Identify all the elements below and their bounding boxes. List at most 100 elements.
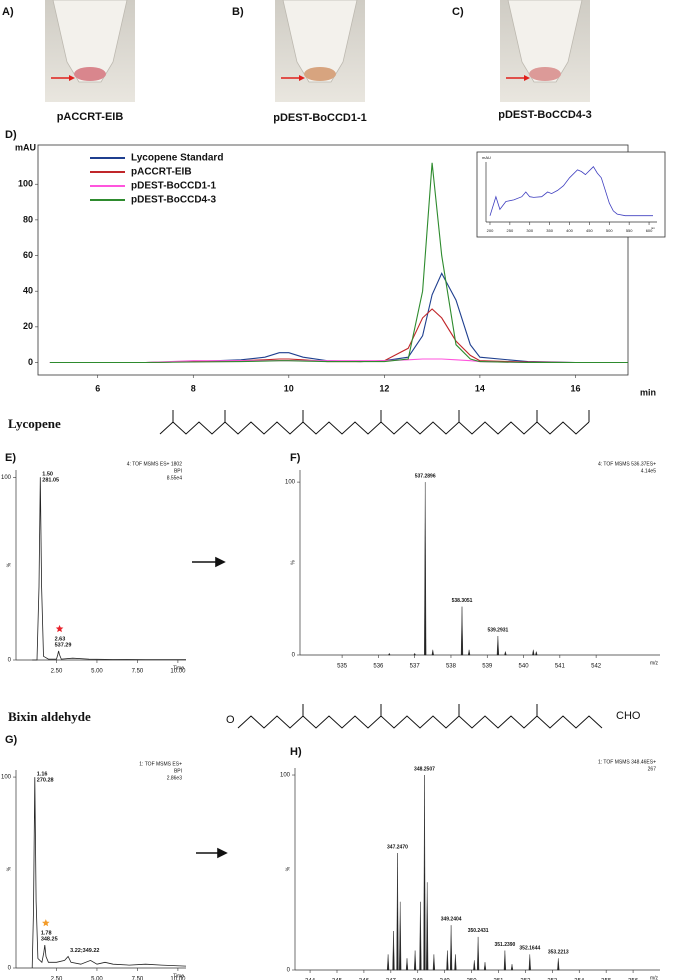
series-line: [489, 166, 653, 217]
peak-label: 1.50: [42, 471, 53, 477]
series-line: [31, 777, 187, 969]
functional-group: O: [226, 714, 235, 726]
y-axis-label: %: [285, 866, 291, 871]
series-line: [32, 477, 186, 661]
peak-label: 537.29: [55, 642, 72, 648]
peak-label: 350.2431: [468, 928, 489, 934]
molecule-name: Lycopene: [8, 416, 61, 431]
legend-label: Lycopene Standard: [131, 153, 223, 164]
peak: [483, 962, 487, 971]
peak: [503, 950, 507, 971]
x-axis-label: nm: [651, 226, 656, 230]
x-tick-label: 350: [546, 228, 553, 233]
x-tick-label: 539: [482, 664, 493, 670]
y-axis-label: %: [6, 866, 12, 871]
tube: [282, 0, 358, 83]
x-tick-label: 2.50: [51, 977, 63, 980]
pointer-head: [524, 75, 530, 81]
peak: [413, 950, 417, 971]
bond-chain: [159, 421, 590, 435]
x-tick-label: 200: [487, 228, 494, 233]
y-tick-label: 20: [23, 321, 33, 331]
x-tick-label: 345: [332, 979, 343, 980]
acquisition-header: 4: TOF MSMS 536.37ES+: [598, 461, 656, 467]
peak: [423, 774, 426, 971]
x-axis-label: m/z: [650, 660, 659, 666]
y-tick-label: 0: [287, 968, 291, 974]
acquisition-header: 4.14e5: [641, 468, 657, 474]
x-tick-label: 12: [379, 383, 389, 393]
peak: [449, 925, 453, 971]
x-tick-label: 344: [305, 979, 316, 980]
x-tick-label: 541: [555, 664, 566, 670]
y-tick-label: 40: [23, 286, 33, 296]
peak: [446, 950, 449, 971]
x-tick-label: 537: [410, 664, 421, 670]
x-tick-label: 351: [493, 979, 504, 980]
x-tick-label: 300: [526, 228, 533, 233]
peak: [504, 651, 507, 656]
peak: [460, 606, 464, 656]
tube: [52, 0, 128, 83]
x-axis-label: m/z: [650, 975, 659, 980]
photo-caption: pDEST-BoCCD4-3: [498, 109, 592, 121]
peak-star: [55, 624, 64, 633]
y-axis-label: mAU: [15, 142, 36, 152]
y-tick-label: 80: [23, 214, 33, 224]
x-tick-label: 350: [467, 979, 478, 980]
x-axis-label: min: [640, 387, 656, 397]
legend-label: pDEST-BoCCD1-1: [131, 181, 216, 192]
panel-label: A): [2, 6, 14, 18]
x-tick-label: 348: [413, 979, 424, 980]
peak-star: [42, 919, 50, 927]
panel-label: F): [290, 452, 301, 464]
x-tick-label: 600: [646, 228, 653, 233]
peak: [454, 954, 457, 971]
y-tick-label: 100: [1, 475, 12, 481]
panel-label: E): [5, 452, 16, 464]
x-tick-label: 542: [591, 664, 602, 670]
peak-label: 1.16: [37, 771, 48, 777]
peak-label: 539.2931: [487, 627, 508, 633]
pointer-head: [299, 75, 305, 81]
pellet: [304, 67, 336, 81]
peak: [419, 901, 422, 971]
peak: [557, 958, 560, 971]
panel-label: H): [290, 746, 302, 758]
x-tick-label: 7.50: [132, 669, 144, 675]
peak-label: 351.2390: [494, 942, 515, 948]
y-tick-label: 0: [8, 966, 12, 972]
x-tick-label: 6: [95, 383, 100, 393]
peak-label: 270.28: [37, 777, 54, 783]
x-tick-label: 8: [191, 383, 196, 393]
peak: [413, 652, 416, 656]
peak-label: 281.05: [42, 477, 59, 483]
x-tick-label: 356: [628, 979, 639, 980]
peak: [405, 958, 409, 971]
series-line: [49, 308, 628, 364]
x-tick-label: 354: [574, 979, 585, 980]
peak-label: 349.2404: [441, 916, 462, 922]
x-tick-label: 16: [570, 383, 580, 393]
acquisition-header: BPI: [174, 468, 182, 474]
x-tick-label: 349: [440, 979, 451, 980]
arrows: [192, 556, 228, 859]
legend-label: pDEST-BoCCD4-3: [131, 195, 216, 206]
series-line: [49, 358, 628, 364]
peak-label: 538.3051: [452, 598, 473, 604]
panel-label: G): [5, 734, 18, 746]
x-tick-label: 2.50: [51, 669, 63, 675]
y-axis-label: mAU: [482, 155, 491, 160]
pellet: [529, 67, 561, 81]
y-tick-label: 60: [23, 250, 33, 260]
peak: [388, 652, 391, 656]
photo-caption: pDEST-BoCCD1-1: [273, 112, 367, 124]
x-tick-label: 7.50: [132, 977, 144, 980]
x-tick-label: 450: [586, 228, 593, 233]
peak-label: 348.2507: [414, 766, 435, 772]
acquisition-header: BPI: [174, 768, 182, 774]
y-tick-label: 0: [28, 357, 33, 367]
x-tick-label: 250: [507, 228, 514, 233]
peak-label: 1.78: [41, 931, 52, 937]
